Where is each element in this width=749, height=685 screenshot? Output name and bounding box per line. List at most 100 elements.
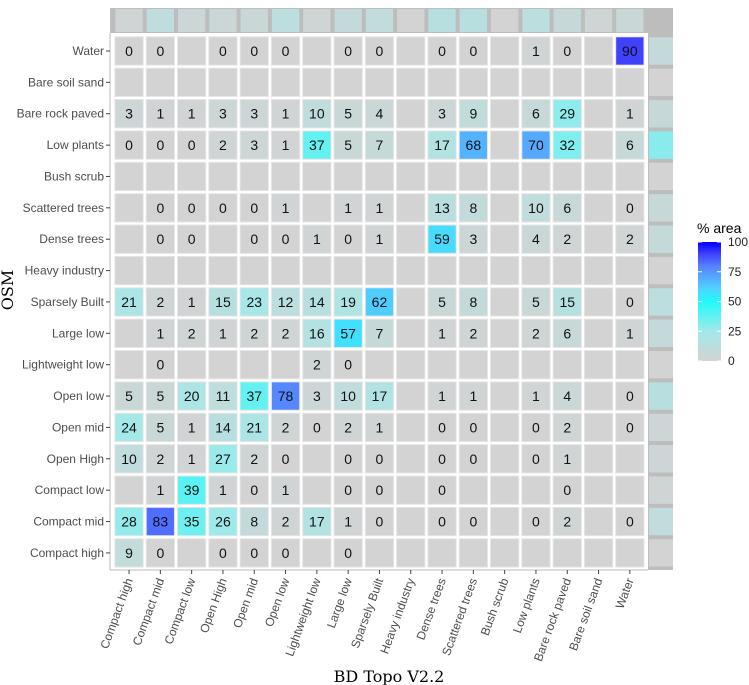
cell-value-label: 1 bbox=[282, 137, 290, 153]
heatmap-cell bbox=[114, 318, 144, 349]
cell-value-label: 0 bbox=[250, 231, 258, 247]
heatmap-cell bbox=[458, 161, 489, 192]
cell-value-label: 68 bbox=[466, 137, 482, 153]
y-tick-label: Open low bbox=[53, 389, 104, 403]
heatmap-cell bbox=[114, 381, 144, 411]
heatmap-cell bbox=[270, 318, 301, 349]
heatmap-cell bbox=[114, 161, 144, 192]
cell-value-label: 1 bbox=[532, 388, 540, 404]
x-tick-label: Large low bbox=[324, 576, 355, 630]
heatmap-cell bbox=[583, 475, 614, 505]
heatmap-cell bbox=[333, 193, 363, 223]
cell-value-label: 0 bbox=[438, 451, 446, 467]
cell-value-label: 6 bbox=[563, 325, 571, 341]
heatmap-cell bbox=[615, 287, 645, 317]
column-marginal-tile bbox=[240, 9, 268, 32]
cell-value-label: 20 bbox=[184, 388, 200, 404]
cell-value-label: 21 bbox=[246, 419, 262, 435]
heatmap-cell bbox=[583, 506, 614, 537]
heatmap-cell bbox=[615, 350, 645, 380]
heatmap-cell bbox=[615, 444, 645, 474]
heatmap-cell bbox=[364, 412, 395, 443]
x-tick-label: Bush scrub bbox=[478, 576, 512, 638]
cell-value-label: 14 bbox=[215, 419, 231, 435]
heatmap-cell bbox=[583, 193, 614, 223]
heatmap-cell bbox=[458, 412, 489, 443]
cell-value-label: 37 bbox=[246, 388, 262, 404]
cell-value-label: 1 bbox=[156, 482, 164, 498]
cell-value-label: 1 bbox=[219, 482, 227, 498]
heatmap-cell bbox=[396, 318, 426, 349]
heatmap-cell bbox=[521, 255, 551, 286]
cell-value-label: 5 bbox=[125, 388, 133, 404]
heatmap-cell bbox=[427, 67, 457, 98]
heatmap-cell bbox=[364, 224, 395, 254]
heatmap-cell bbox=[521, 287, 551, 317]
legend-tick-label: 0 bbox=[728, 354, 735, 368]
heatmap-cell bbox=[145, 506, 175, 537]
cell-value-label: 0 bbox=[282, 451, 290, 467]
cell-value-label: 2 bbox=[219, 137, 227, 153]
cell-value-label: 1 bbox=[469, 388, 477, 404]
heatmap-cell bbox=[396, 193, 426, 223]
cell-value-label: 2 bbox=[282, 419, 290, 435]
heatmap-cell bbox=[552, 318, 582, 349]
heatmap-cell bbox=[490, 506, 520, 537]
heatmap-cell bbox=[333, 538, 363, 568]
cell-value-label: 70 bbox=[528, 137, 544, 153]
heatmap-cell bbox=[208, 255, 238, 286]
heatmap-cell bbox=[396, 130, 426, 160]
cell-value-label: 0 bbox=[125, 137, 133, 153]
cell-value-label: 1 bbox=[344, 200, 352, 216]
heatmap-cell bbox=[552, 99, 582, 129]
heatmap-cell bbox=[114, 36, 144, 66]
cell-value-label: 2 bbox=[344, 419, 352, 435]
heatmap-cell bbox=[208, 412, 238, 443]
cell-value-label: 9 bbox=[125, 545, 133, 561]
heatmap-cell bbox=[145, 538, 175, 568]
heatmap-cell bbox=[114, 506, 144, 537]
heatmap-cell bbox=[177, 475, 207, 505]
cell-value-label: 83 bbox=[153, 514, 169, 530]
column-marginal-tile bbox=[178, 9, 206, 32]
heatmap-cell bbox=[177, 193, 207, 223]
cell-value-label: 0 bbox=[188, 200, 196, 216]
cell-value-label: 2 bbox=[563, 419, 571, 435]
heatmap-cell bbox=[427, 255, 457, 286]
heatmap-cell bbox=[333, 318, 363, 349]
heatmap-cell bbox=[427, 224, 457, 254]
y-tick-label: Bare rock paved bbox=[17, 107, 104, 121]
cell-value-label: 35 bbox=[184, 514, 200, 530]
heatmap-cell bbox=[490, 193, 520, 223]
cell-value-label: 24 bbox=[121, 419, 137, 435]
heatmap-cell bbox=[490, 287, 520, 317]
heatmap-cell bbox=[177, 130, 207, 160]
heatmap-cell bbox=[521, 67, 551, 98]
heatmap-cell bbox=[302, 506, 332, 537]
heatmap-cell bbox=[615, 193, 645, 223]
heatmap-cell bbox=[583, 318, 614, 349]
cell-value-label: 90 bbox=[622, 43, 638, 59]
heatmap-cell bbox=[333, 444, 363, 474]
cell-value-label: 0 bbox=[438, 482, 446, 498]
cell-value-label: 57 bbox=[340, 325, 356, 341]
heatmap-cell bbox=[145, 67, 175, 98]
heatmap-cell bbox=[521, 538, 551, 568]
row-marginal-tile bbox=[649, 68, 673, 97]
heatmap-cell bbox=[427, 350, 457, 380]
x-tick-label: Open High bbox=[197, 576, 230, 635]
heatmap-cell bbox=[177, 287, 207, 317]
y-tick-label: Compact low bbox=[35, 483, 105, 497]
cell-value-label: 1 bbox=[188, 294, 196, 310]
heatmap-cell bbox=[490, 161, 520, 192]
heatmap-cell bbox=[458, 99, 489, 129]
heatmap-cell bbox=[114, 287, 144, 317]
heatmap-cell bbox=[583, 161, 614, 192]
heatmap-cell bbox=[521, 381, 551, 411]
heatmap-cell bbox=[208, 444, 238, 474]
heatmap-cell bbox=[270, 381, 301, 411]
heatmap-cell bbox=[239, 255, 269, 286]
heatmap-cell bbox=[239, 36, 269, 66]
heatmap-cell bbox=[427, 381, 457, 411]
cell-value-label: 8 bbox=[469, 294, 477, 310]
